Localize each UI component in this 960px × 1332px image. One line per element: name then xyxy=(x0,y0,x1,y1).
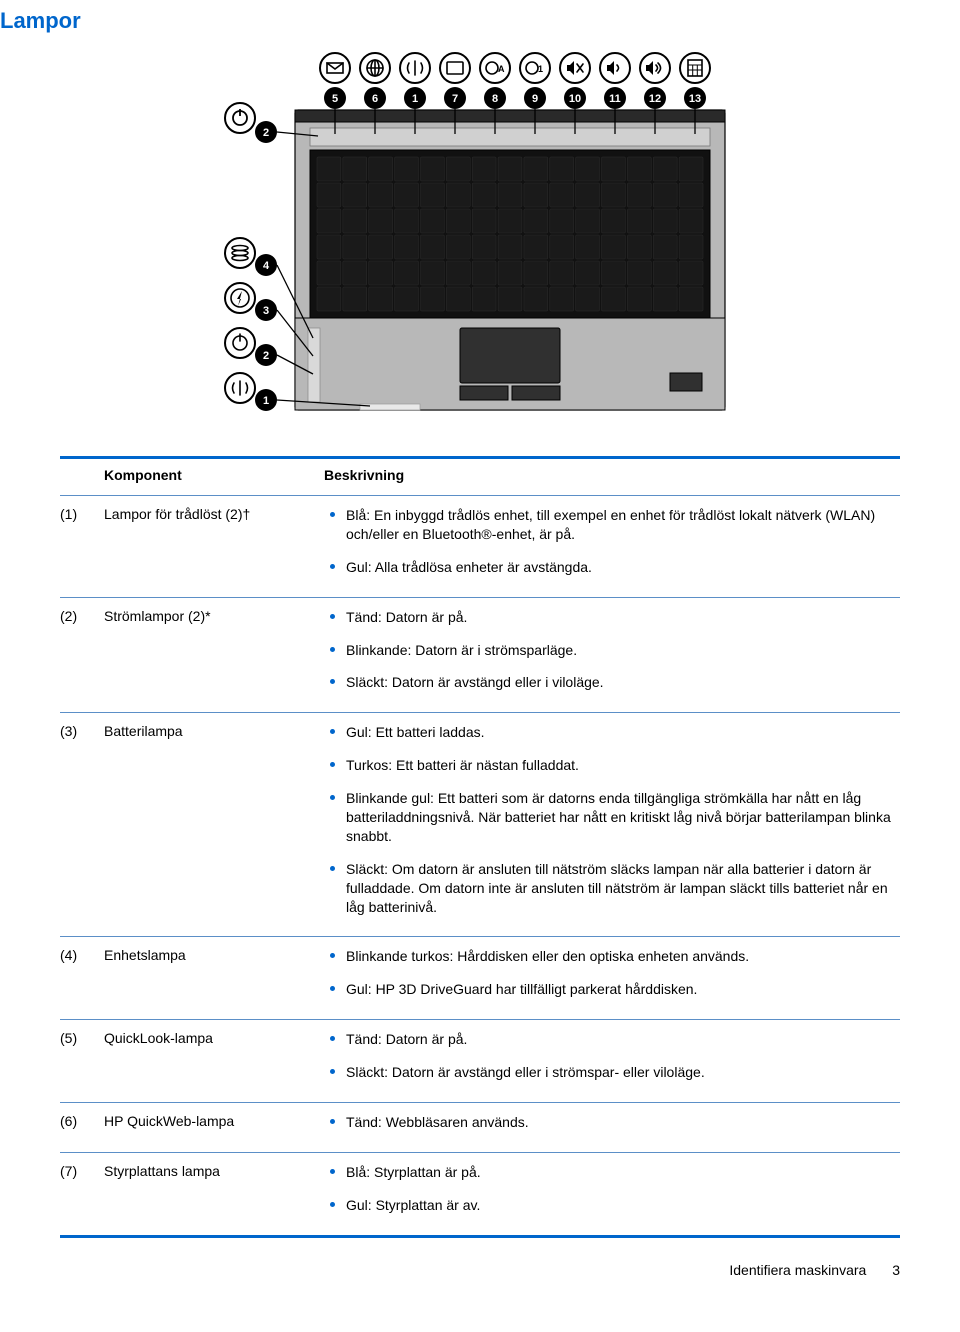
description-item: Blinkande gul: Ett batteri som är datorn… xyxy=(324,789,900,846)
page-footer: Identifiera maskinvara 3 xyxy=(60,1262,900,1278)
description-item: Blinkande turkos: Hårddisken eller den o… xyxy=(324,947,900,966)
description-item: Gul: Styrplattan är av. xyxy=(324,1196,900,1215)
row-component: Enhetslampa xyxy=(104,947,324,999)
header-num xyxy=(60,467,104,483)
row-description: Tänd: Webbläsaren används. xyxy=(324,1113,900,1132)
row-divider xyxy=(60,597,900,598)
row-divider xyxy=(60,1019,900,1020)
row-divider xyxy=(60,936,900,937)
table-top-rule xyxy=(60,456,900,459)
row-description: Gul: Ett batteri laddas. Turkos: Ett batt… xyxy=(324,723,900,916)
header-component: Komponent xyxy=(104,467,324,483)
description-item: Släckt: Datorn är avstängd eller i ström… xyxy=(324,1063,900,1082)
row-component: Batterilampa xyxy=(104,723,324,916)
description-item: Släckt: Datorn är avstängd eller i vilol… xyxy=(324,673,900,692)
description-item: Släckt: Om datorn är ansluten till nätst… xyxy=(324,860,900,917)
row-number: (3) xyxy=(60,723,104,916)
row-component: Styrplattans lampa xyxy=(104,1163,324,1215)
laptop-diagram: 5 6 1 7 A 8 1 9 10 11 12 13 2 4 3 2 1 xyxy=(200,48,760,428)
row-description: Tänd: Datorn är på. Blinkande: Datorn är … xyxy=(324,608,900,693)
footer-page: 3 xyxy=(892,1262,900,1278)
row-description: Tänd: Datorn är på. Släckt: Datorn är avs… xyxy=(324,1030,900,1082)
row-divider xyxy=(60,712,900,713)
svg-text:A: A xyxy=(498,64,505,74)
row-number: (2) xyxy=(60,608,104,693)
description-item: Tänd: Webbläsaren används. xyxy=(324,1113,900,1132)
row-description: Blå: Styrplattan är på. Gul: Styrplattan … xyxy=(324,1163,900,1215)
svg-text:7: 7 xyxy=(452,93,458,105)
description-item: Gul: Alla trådlösa enheter är avstängda. xyxy=(324,558,900,577)
table-row: (6)HP QuickWeb-lampaTänd: Webbläsaren an… xyxy=(60,1109,900,1146)
row-component: Lampor för trådlöst (2)† xyxy=(104,506,324,577)
svg-text:6: 6 xyxy=(372,93,378,105)
row-component: Strömlampor (2)* xyxy=(104,608,324,693)
svg-text:8: 8 xyxy=(492,93,498,105)
description-item: Gul: Ett batteri laddas. xyxy=(324,723,900,742)
row-number: (1) xyxy=(60,506,104,577)
row-number: (7) xyxy=(60,1163,104,1215)
row-description: Blinkande turkos: Hårddisken eller den o… xyxy=(324,947,900,999)
row-number: (6) xyxy=(60,1113,104,1132)
header-description: Beskrivning xyxy=(324,467,900,483)
svg-text:1: 1 xyxy=(412,93,418,105)
svg-text:2: 2 xyxy=(263,127,269,139)
description-item: Tänd: Datorn är på. xyxy=(324,1030,900,1049)
row-number: (5) xyxy=(60,1030,104,1082)
row-divider xyxy=(60,1102,900,1103)
row-component: HP QuickWeb-lampa xyxy=(104,1113,324,1132)
svg-text:4: 4 xyxy=(263,260,270,272)
svg-text:1: 1 xyxy=(263,395,269,407)
description-item: Blinkande: Datorn är i strömsparläge. xyxy=(324,641,900,660)
svg-text:12: 12 xyxy=(649,93,661,105)
description-item: Gul: HP 3D DriveGuard har tillfälligt pa… xyxy=(324,980,900,999)
table-row: (7)Styrplattans lampaBlå: Styrplattan är… xyxy=(60,1159,900,1229)
table-row: (4)EnhetslampaBlinkande turkos: Hårddisk… xyxy=(60,943,900,1013)
description-item: Tänd: Datorn är på. xyxy=(324,608,900,627)
svg-text:10: 10 xyxy=(569,93,581,105)
table-header-row: Komponent Beskrivning xyxy=(60,465,900,489)
table-row: (1)Lampor för trådlöst (2)†Blå: En inbyg… xyxy=(60,502,900,591)
table-row: (5)QuickLook-lampaTänd: Datorn är på. Slä… xyxy=(60,1026,900,1096)
row-divider xyxy=(60,1152,900,1153)
svg-text:1: 1 xyxy=(538,64,543,74)
row-number: (4) xyxy=(60,947,104,999)
svg-text:9: 9 xyxy=(532,93,538,105)
description-item: Blå: Styrplattan är på. xyxy=(324,1163,900,1182)
components-table: Komponent Beskrivning (1)Lampor för tråd… xyxy=(60,456,900,1238)
footer-text: Identifiera maskinvara xyxy=(729,1262,866,1278)
svg-text:2: 2 xyxy=(263,350,269,362)
svg-text:5: 5 xyxy=(332,93,338,105)
table-row: (2)Strömlampor (2)*Tänd: Datorn är på. Bl… xyxy=(60,604,900,707)
svg-text:3: 3 xyxy=(263,305,269,317)
table-row: (3)BatterilampaGul: Ett batteri laddas. T… xyxy=(60,719,900,930)
section-title: Lampor xyxy=(0,8,900,34)
svg-text:13: 13 xyxy=(689,93,701,105)
table-header-rule xyxy=(60,495,900,496)
description-item: Turkos: Ett batteri är nästan fulladdat. xyxy=(324,756,900,775)
table-bottom-rule xyxy=(60,1235,900,1238)
row-component: QuickLook-lampa xyxy=(104,1030,324,1082)
description-item: Blå: En inbyggd trådlös enhet, till exem… xyxy=(324,506,900,544)
row-description: Blå: En inbyggd trådlös enhet, till exem… xyxy=(324,506,900,577)
svg-text:11: 11 xyxy=(609,93,621,105)
